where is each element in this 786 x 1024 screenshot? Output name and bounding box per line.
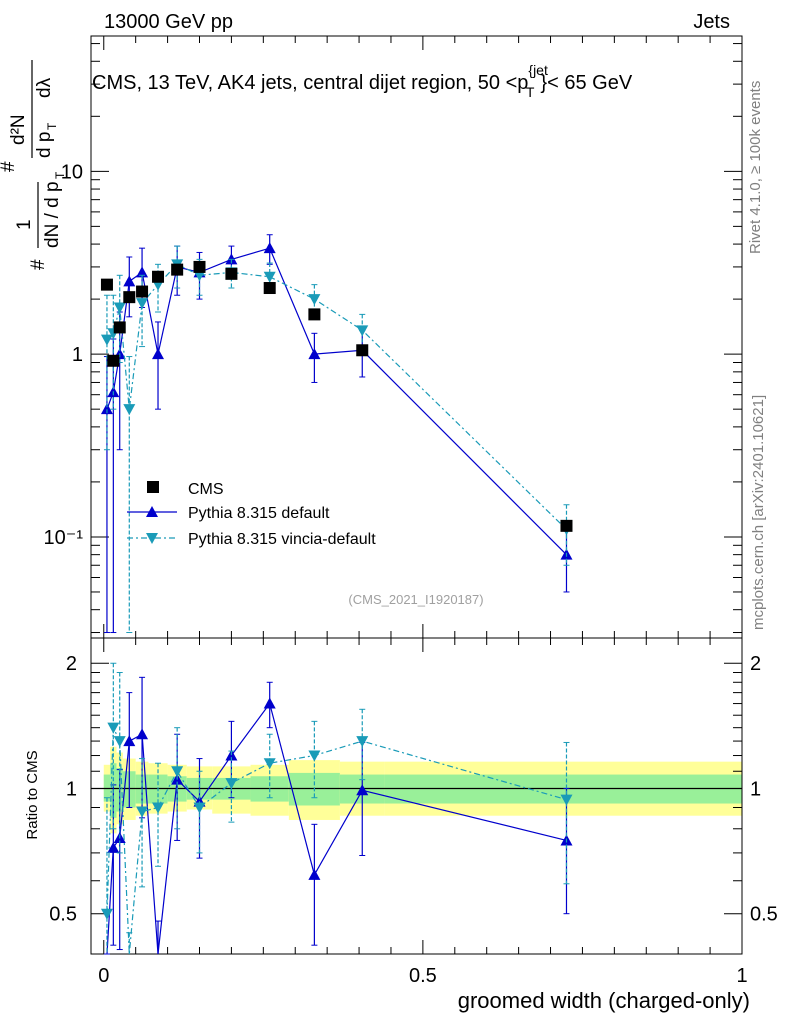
ylabel-hash2: # <box>0 161 19 172</box>
y-tick-label-right: 0.5 <box>750 904 778 926</box>
y-tick-label: 1 <box>72 344 83 366</box>
data-point <box>152 348 165 360</box>
header-left: 13000 GeV pp <box>104 11 233 33</box>
data-point <box>308 308 321 321</box>
data-point <box>356 325 369 337</box>
main-ticks: 10 1 10⁻¹ <box>44 36 743 638</box>
data-point <box>107 841 120 853</box>
title-pre: CMS, 13 TeV, AK4 jets, central dijet reg… <box>92 72 528 94</box>
data-point <box>136 298 149 310</box>
y-tick-label: 1 <box>66 778 77 800</box>
y-tick-label-right: 2 <box>750 653 761 675</box>
data-point <box>123 735 136 747</box>
main-series <box>100 234 573 634</box>
data-point <box>113 736 126 748</box>
data-point <box>123 275 136 287</box>
y-tick-label: 0.5 <box>49 904 77 926</box>
data-point <box>308 348 321 360</box>
x-tick-label: 0 <box>98 965 109 987</box>
series-line <box>106 247 567 556</box>
ylabel-one: 1 <box>14 219 35 230</box>
title-sup: {jet <box>528 62 548 78</box>
data-point <box>356 736 369 748</box>
data-point <box>100 278 113 291</box>
data-point <box>113 302 126 314</box>
x-tick-label: 1 <box>736 965 747 987</box>
header-right: Jets <box>693 11 730 33</box>
data-point <box>100 403 113 415</box>
ylabel-d2n: d²N <box>8 114 29 145</box>
ylabel-hash1: # <box>28 259 49 270</box>
legend-default-label: Pythia 8.315 default <box>188 505 330 522</box>
data-point <box>193 270 206 282</box>
ylabel-dpt: d p <box>34 132 55 158</box>
data-point <box>136 728 149 740</box>
data-point <box>113 321 126 334</box>
legend: CMS Pythia 8.315 default Pythia 8.315 vi… <box>127 481 376 548</box>
data-point <box>356 344 369 357</box>
ratio-bands <box>91 746 742 834</box>
y-tick-label: 10 <box>61 161 83 183</box>
ylabel-num-sub: T <box>53 171 67 179</box>
ratio-xlabel: groomed width (charged-only) <box>458 988 750 1013</box>
legend-cms-marker <box>147 481 159 493</box>
title-sub: T <box>526 84 535 100</box>
data-point <box>100 908 113 920</box>
data-point <box>225 778 238 790</box>
data-point <box>136 806 149 818</box>
data-point <box>107 722 120 734</box>
data-point <box>225 267 238 280</box>
ratio-series <box>100 662 573 955</box>
data-point <box>308 868 321 880</box>
y-tick-label-right: 1 <box>750 778 761 800</box>
main-panel: 10 1 10⁻¹ CMS, 13 TeV, AK4 jets, central d… <box>0 35 743 639</box>
y-tick-label: 2 <box>66 653 77 675</box>
legend-cms-label: CMS <box>188 481 224 498</box>
series-line <box>106 263 567 530</box>
data-point <box>171 263 184 276</box>
data-point <box>107 354 120 367</box>
data-point <box>171 766 184 778</box>
legend-vincia-marker <box>146 533 158 544</box>
data-point <box>152 802 165 814</box>
ylabel-num: dN / d p <box>42 181 63 248</box>
data-point <box>263 758 276 770</box>
rivet-label: Rivet 4.1.0, ≥ 100k events <box>747 81 764 254</box>
data-point <box>560 519 573 532</box>
watermark: (CMS_2021_I1920187) <box>348 592 483 607</box>
data-point <box>123 291 136 304</box>
x-tick-label: 0.5 <box>409 965 437 987</box>
data-point <box>356 784 369 796</box>
data-point <box>123 404 136 416</box>
ratio-ticks: 0 0.5 1 2 2 1 1 0.5 0.5 <box>49 638 778 987</box>
title-post: }< 65 GeV <box>540 72 632 94</box>
ratio-panel: 0 0.5 1 2 2 1 1 0.5 0.5 Ratio to CMS groomed wid… <box>24 637 778 1013</box>
ratio-frame <box>90 637 743 955</box>
legend-vincia-label: Pythia 8.315 vincia-default <box>188 531 376 548</box>
data-point <box>193 802 206 814</box>
data-point <box>560 794 573 806</box>
data-point <box>308 750 321 762</box>
data-point <box>263 271 276 283</box>
ylabel-dlambda: dλ <box>34 77 55 98</box>
main-title: CMS, 13 TeV, AK4 jets, central dijet reg… <box>92 62 633 100</box>
ratio-ylabel: Ratio to CMS <box>24 750 41 839</box>
ylabel-dpt-sub: T <box>45 122 59 130</box>
data-point <box>100 334 113 346</box>
data-point <box>152 270 165 283</box>
y-tick-label: 10⁻¹ <box>44 527 84 549</box>
data-point <box>136 285 149 298</box>
data-point <box>193 260 206 273</box>
data-point <box>308 294 321 306</box>
data-point <box>136 266 149 278</box>
main-ylabel: # 1 dN / d p T # d²N d p T dλ <box>0 60 67 270</box>
data-point <box>263 697 276 709</box>
legend-default-marker <box>146 506 158 517</box>
data-point <box>263 242 276 254</box>
data-point <box>263 282 276 295</box>
mcplots-label: mcplots.cern.ch [arXiv:2401.10621] <box>750 395 767 630</box>
